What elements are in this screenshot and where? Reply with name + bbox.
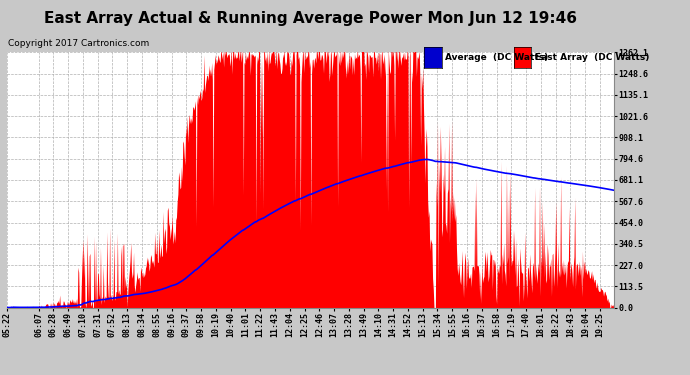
Text: East Array Actual & Running Average Power Mon Jun 12 19:46: East Array Actual & Running Average Powe… [44, 11, 577, 26]
Text: Copyright 2017 Cartronics.com: Copyright 2017 Cartronics.com [8, 39, 150, 48]
Text: Average  (DC Watts): Average (DC Watts) [445, 53, 549, 62]
Text: East Array  (DC Watts): East Array (DC Watts) [535, 53, 649, 62]
